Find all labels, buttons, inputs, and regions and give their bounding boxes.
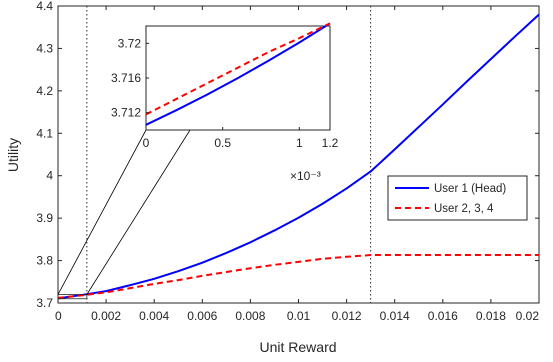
x-tick-label: 0 [55, 309, 62, 323]
inset-series-group [145, 22, 331, 126]
inset-x-tick-label: 1.2 [322, 136, 339, 150]
x-tick-label: 0.018 [476, 309, 506, 323]
x-tick-label: 0.02 [516, 309, 540, 323]
inset-y-tick-label: 3.716 [111, 71, 141, 85]
inset-plot: 0 0.5 1 1.2 3.712 3.716 3.72 ×10⁻³ [111, 22, 339, 183]
inset-x-tick-label: 0.5 [214, 136, 231, 150]
inset-x-tick-label: 1 [296, 136, 303, 150]
legend-label-user-1: User 1 (Head) [434, 183, 506, 195]
y-tick-label: 4.3 [36, 41, 53, 55]
y-tick-label: 3.8 [36, 254, 53, 268]
legend: User 1 (Head) User 2, 3, 4 [387, 175, 528, 221]
legend-label-users-2-3-4: User 2, 3, 4 [434, 203, 494, 215]
y-tick-label: 3.9 [36, 211, 53, 225]
x-tick-label: 0.006 [187, 309, 217, 323]
y-tick-label: 4.2 [36, 84, 53, 98]
x-tick-label: 0.014 [380, 309, 410, 323]
inset-y-tick-label: 3.72 [118, 36, 142, 50]
x-tick-label: 0.016 [428, 309, 458, 323]
legend-box [387, 175, 528, 221]
x-tick-label: 0.01 [287, 309, 311, 323]
y-tick-label: 3.7 [36, 296, 53, 310]
y-axis-ticks: 3.7 3.8 3.9 4 4.1 4.2 4.3 4.4 [36, 0, 539, 310]
x-tick-label: 0.008 [235, 309, 265, 323]
inset-y-tick-label: 3.712 [111, 106, 141, 120]
series-line-1 [57, 13, 540, 300]
x-tick-label: 0.012 [332, 309, 362, 323]
inset-series-line-1 [145, 22, 331, 126]
x-tick-label: 0.002 [91, 309, 121, 323]
x-axis-ticks: 0 0.002 0.004 0.006 0.008 0.01 0.012 0.014 0.016… [55, 6, 540, 323]
y-tick-label: 4 [46, 169, 53, 183]
main-plot: 0 0.002 0.004 0.006 0.008 0.01 0.012 0.014 0.016… [5, 0, 540, 355]
x-tick-label: 0.004 [139, 309, 169, 323]
zoom-indicator [57, 129, 191, 300]
y-tick-label: 4.1 [36, 126, 53, 140]
y-axis-label: Utility [5, 138, 21, 172]
zoom-connector-right [86, 129, 191, 295]
inset-y-axis-ticks: 3.712 3.716 3.72 [111, 36, 149, 120]
x-axis-label: Unit Reward [259, 339, 336, 355]
inset-x-multiplier: ×10⁻³ [290, 169, 321, 183]
y-tick-label: 4.4 [36, 0, 53, 13]
inset-x-tick-label: 0 [143, 136, 150, 150]
main-series-group [57, 13, 540, 300]
inset-x-axis-ticks: 0 0.5 1 1.2 [143, 127, 339, 150]
inset-series-line-2 [145, 22, 331, 116]
series-line-2 [57, 254, 539, 299]
zoom-box [57, 294, 88, 300]
zoom-connector-left [57, 129, 147, 295]
reference-lines [86, 6, 372, 303]
